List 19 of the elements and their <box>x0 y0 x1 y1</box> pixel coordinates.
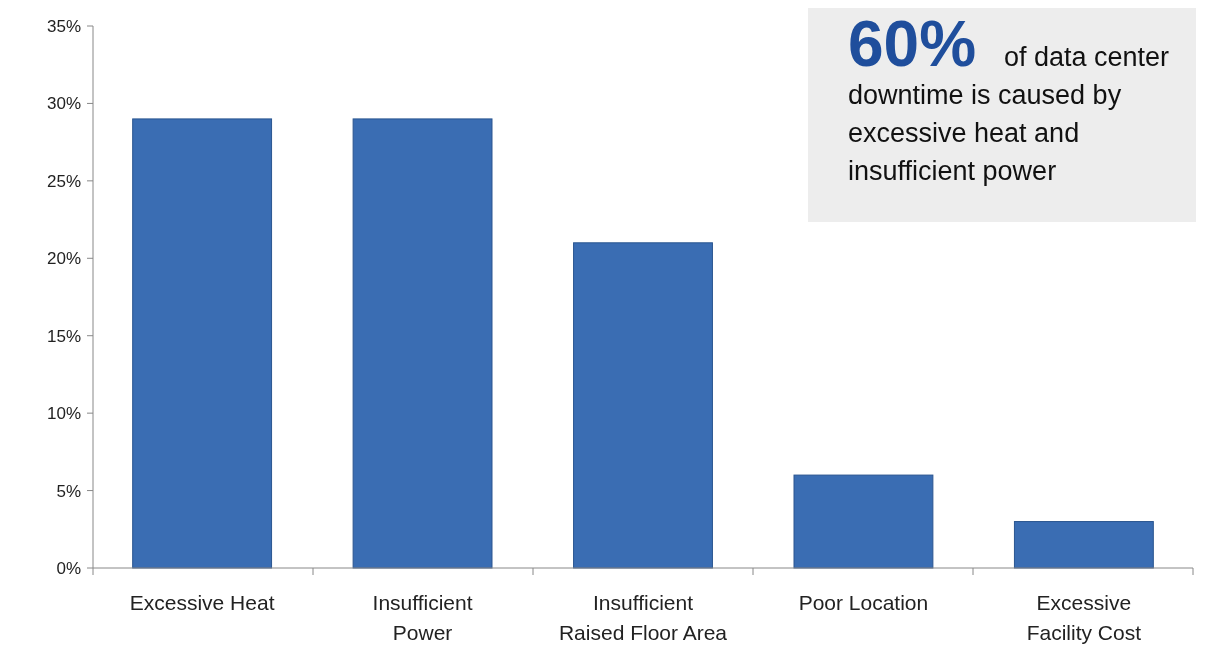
y-tick-label: 35% <box>46 16 81 36</box>
x-tick-label: Insufficient Raised Floor Area <box>558 591 728 644</box>
bar <box>1013 521 1154 569</box>
bar <box>793 474 934 569</box>
y-tick-label: 0% <box>56 558 81 578</box>
bar <box>132 118 273 569</box>
y-tick-label: 20% <box>46 249 81 269</box>
y-tick-label: 10% <box>46 404 81 424</box>
y-tick-label: 30% <box>46 94 81 114</box>
y-tick-label: 15% <box>46 326 81 346</box>
y-tick-label: 5% <box>56 481 81 501</box>
x-tick-label: Poor Location <box>798 591 929 614</box>
x-tick-label: Insufficient Power <box>372 591 473 644</box>
x-tick-label: Excessive Heat <box>129 591 275 614</box>
x-tick-label: Excessive Facility Cost <box>1026 591 1142 644</box>
y-tick-label: 25% <box>46 171 81 191</box>
bar <box>352 118 493 569</box>
bar <box>573 242 713 569</box>
annotation: 60% of data center downtime is caused by excessive heat and insufficient power <box>848 8 1170 186</box>
